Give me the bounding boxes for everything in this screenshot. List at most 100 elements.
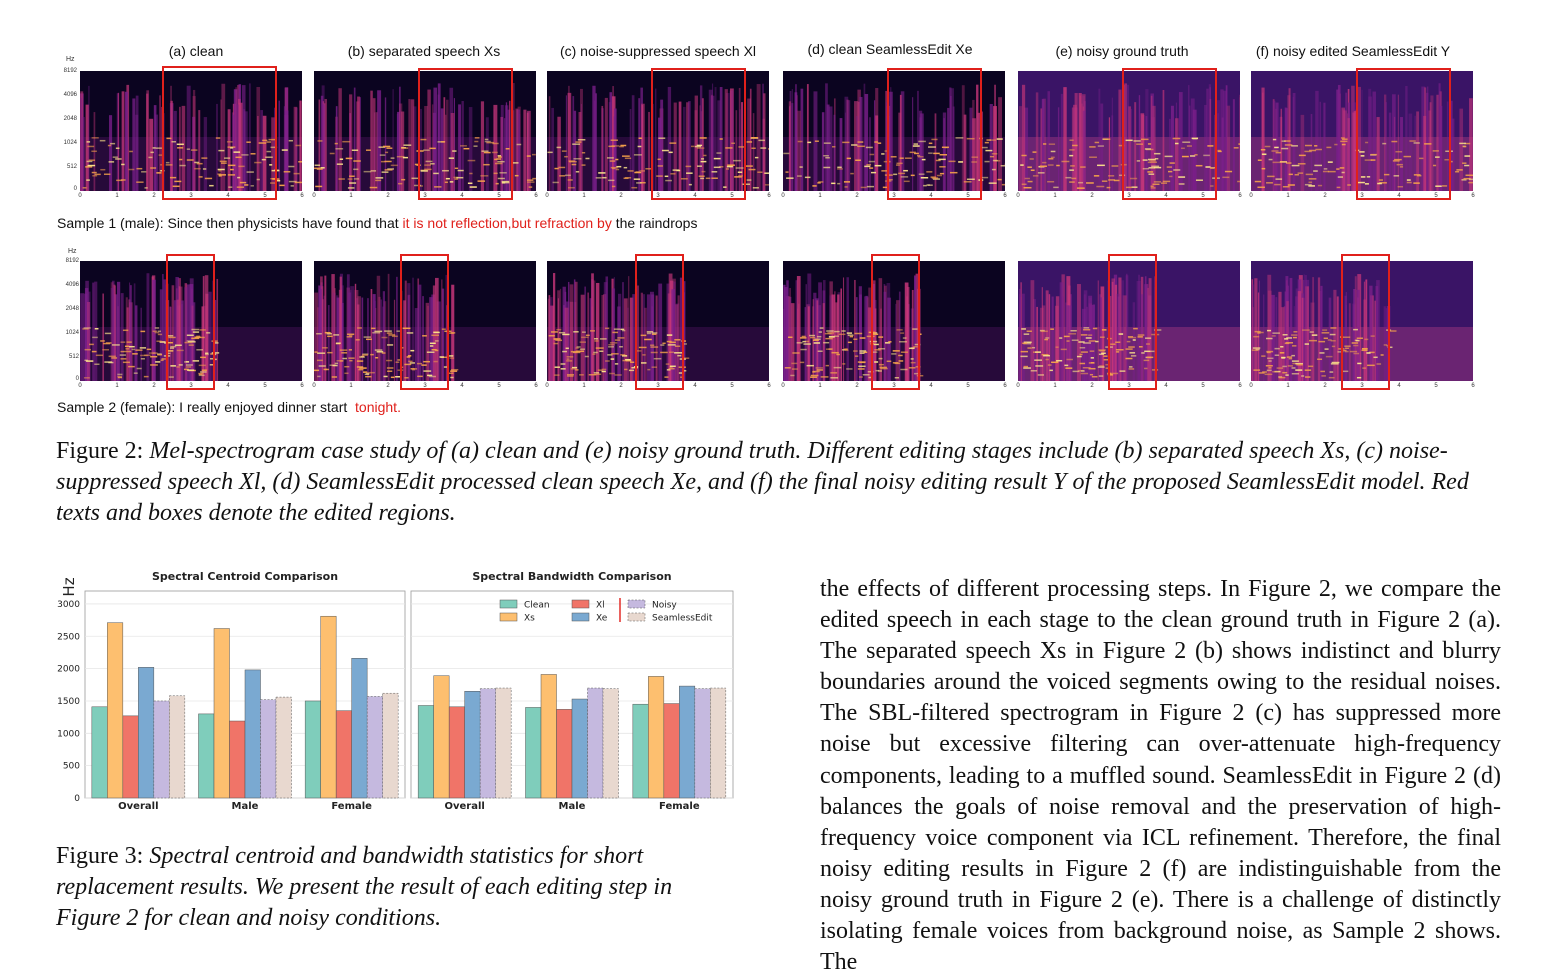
bar-clean — [418, 705, 434, 798]
x-tick: 0 — [1249, 193, 1252, 199]
legend-label: Xl — [596, 601, 605, 611]
bar-clean — [92, 707, 108, 798]
legend-label: Xs — [524, 614, 535, 624]
edited-region-box — [1108, 254, 1157, 390]
x-tick: 4 — [1164, 383, 1167, 389]
category-label: Male — [559, 801, 586, 812]
panel-title-b: (b) separated speech Xs — [348, 43, 501, 59]
y-tick: 2048 — [66, 306, 79, 312]
panel-title-d: (d) clean SeamlessEdit Xe — [808, 41, 973, 57]
bar-noisy — [480, 689, 496, 798]
x-tick: 2 — [1323, 193, 1326, 199]
figure3-caption-text: Spectral centroid and bandwidth statisti… — [56, 843, 672, 931]
x-tick: 5 — [1434, 383, 1437, 389]
x-tick: 0 — [781, 193, 784, 199]
x-tick: 5 — [730, 383, 733, 389]
x-tick: 1 — [349, 383, 352, 389]
bar-seamlessedit — [276, 697, 292, 798]
bar-xl — [664, 704, 680, 798]
bar-xs — [321, 616, 337, 798]
x-tick: 6 — [1238, 193, 1241, 199]
edited-region-box — [1122, 68, 1217, 200]
sample1-caption: Sample 1 (male): Since then physicists h… — [57, 215, 697, 231]
figure3-caption: Figure 3: Spectral centroid and bandwidt… — [56, 841, 736, 934]
y-tick-label: 0 — [74, 794, 80, 804]
sample1-text: Sample 1 (male): Since then physicists h… — [57, 215, 403, 231]
bar-xl — [230, 721, 246, 798]
legend-swatch — [572, 600, 589, 608]
edited-region-box — [1341, 254, 1390, 390]
x-tick: 4 — [226, 383, 229, 389]
hz-label-row2: Hz — [68, 248, 77, 255]
bar-noisy — [695, 689, 711, 798]
edited-region-box — [400, 254, 449, 390]
bar-xs — [107, 623, 123, 798]
y-tick-label: 3000 — [57, 600, 80, 610]
bar-seamlessedit — [496, 688, 512, 798]
x-tick: 6 — [534, 193, 537, 199]
bar-xe — [245, 670, 261, 798]
category-label: Overall — [444, 801, 484, 812]
bar-xe — [352, 658, 368, 798]
y-ticks-row2: 8192 4096 2048 1024 512 0 — [57, 258, 79, 382]
x-tick: 6 — [300, 193, 303, 199]
chart-title: Spectral Centroid Comparison — [152, 570, 338, 583]
category-label: Female — [331, 801, 372, 812]
x-tick: 4 — [1397, 383, 1400, 389]
category-label: Male — [232, 801, 259, 812]
x-tick: 6 — [767, 383, 770, 389]
figure2-caption: Figure 2: Mel-spectrogram case study of … — [56, 436, 1502, 529]
y-tick-label: 1500 — [57, 697, 80, 707]
y-tick: 4096 — [64, 92, 77, 98]
x-tick: 0 — [545, 193, 548, 199]
x-tick: 0 — [781, 383, 784, 389]
bar-noisy — [367, 696, 383, 798]
edited-region-box — [166, 254, 215, 390]
x-tick: 0 — [312, 193, 315, 199]
figure2-caption-text: Mel-spectrogram case study of (a) clean … — [56, 438, 1469, 526]
legend-label: Noisy — [652, 601, 677, 611]
chart-title: Spectral Bandwidth Comparison — [472, 570, 671, 583]
x-tick: 5 — [1201, 383, 1204, 389]
x-tick: 2 — [855, 383, 858, 389]
bar-seamlessedit — [383, 693, 399, 798]
x-tick: 2 — [1090, 383, 1093, 389]
panel-title-f: (f) noisy edited SeamlessEdit Y — [1256, 43, 1450, 59]
x-tick: 1 — [349, 193, 352, 199]
y-tick: 8192 — [64, 68, 77, 74]
y-tick-label: 500 — [63, 762, 80, 772]
x-tick: 2 — [619, 383, 622, 389]
panel-title-c: (c) noise-suppressed speech Xl — [560, 43, 756, 59]
legend-swatch — [628, 600, 645, 608]
sample1-suffix: the raindrops — [612, 215, 698, 231]
bar-clean — [199, 714, 215, 798]
bar-xe — [679, 686, 695, 798]
x-tick: 1 — [582, 193, 585, 199]
x-tick: 0 — [1016, 193, 1019, 199]
y-tick: 8192 — [66, 258, 79, 264]
x-tick: 6 — [534, 383, 537, 389]
x-tick: 0 — [545, 383, 548, 389]
y-tick: 1024 — [64, 140, 77, 146]
sample2-caption: Sample 2 (female): I really enjoyed dinn… — [57, 399, 401, 415]
bar-xs — [434, 676, 450, 798]
x-tick: 0 — [1016, 383, 1019, 389]
edited-region-box — [651, 68, 746, 200]
y-tick: 0 — [76, 376, 79, 382]
y-ticks-row1: 8192 4096 2048 1024 512 0 — [55, 68, 77, 192]
y-tick-label: 1000 — [57, 729, 80, 739]
bar-clean — [305, 701, 321, 798]
x-tick: 0 — [312, 383, 315, 389]
x-tick: 4 — [460, 383, 463, 389]
legend-label: Xe — [596, 614, 608, 624]
x-tick: 6 — [1471, 193, 1474, 199]
x-tick: 6 — [1238, 383, 1241, 389]
edited-region-box — [635, 254, 684, 390]
x-tick: 2 — [386, 193, 389, 199]
x-tick: 1 — [818, 193, 821, 199]
bar-seamlessedit — [603, 689, 619, 798]
y-tick: 4096 — [66, 282, 79, 288]
x-tick: 6 — [1003, 193, 1006, 199]
x-tick: 1 — [1053, 383, 1056, 389]
x-tick: 2 — [386, 383, 389, 389]
